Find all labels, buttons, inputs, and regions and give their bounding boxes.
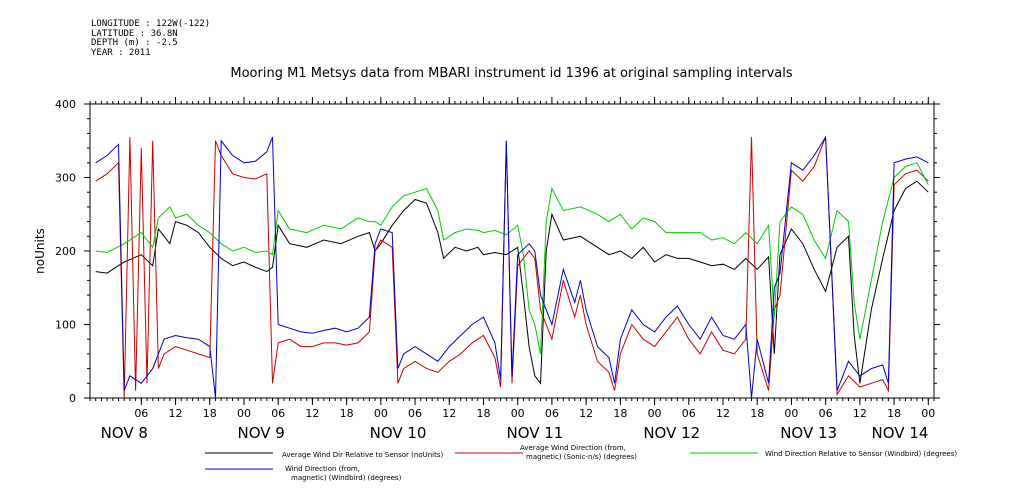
y-tick-label: 300 [55, 172, 76, 185]
x-tick-label: 12 [579, 407, 593, 420]
day-label: NOV 12 [643, 424, 700, 442]
x-tick-label: 06 [545, 407, 559, 420]
day-label: NOV 10 [370, 424, 427, 442]
y-tick-label: 100 [55, 319, 76, 332]
latitude-label: LATITUDE : 36.8N [91, 28, 178, 39]
y-tick-label: 400 [55, 98, 76, 111]
x-tick-label: 00 [511, 407, 525, 420]
x-tick-label: 12 [853, 407, 867, 420]
x-tick-label: 06 [819, 407, 833, 420]
longitude-label: LONGITUDE : 122W(-122) [91, 19, 211, 29]
y-tick-label: 0 [69, 392, 76, 405]
day-label: NOV 14 [872, 424, 929, 442]
chart-title: Mooring M1 Metsys data from MBARI instru… [230, 66, 793, 81]
x-tick-label: 12 [305, 407, 319, 420]
x-tick-label: 18 [887, 407, 901, 420]
y-tick-label: 200 [55, 245, 76, 258]
x-tick-label: 12 [169, 407, 183, 420]
x-tick-label: 00 [784, 407, 798, 420]
x-tick-label: 06 [682, 407, 696, 420]
day-label: NOV 11 [506, 424, 563, 442]
legend-label-2-line2: magnetic) (Sonic-n/s) (degrees) [526, 453, 637, 461]
x-tick-label: 06 [271, 407, 285, 420]
day-label: NOV 8 [101, 424, 148, 442]
legend-label-2: Average Wind Direction (from, [520, 444, 626, 452]
x-tick-label: 18 [750, 407, 764, 420]
series-line-1 [95, 180, 929, 385]
x-tick-label: 18 [476, 407, 490, 420]
x-tick-label: 12 [442, 407, 456, 420]
day-label: NOV 9 [238, 424, 285, 442]
series-line-4 [95, 135, 929, 398]
series-line-3 [95, 162, 929, 354]
x-tick-label: 00 [648, 407, 662, 420]
legend-label-4-line2: magnetic) (Windbird) (degrees) [291, 474, 402, 482]
legend-label-1: Average Wind Dir Relative to Sensor (noU… [282, 451, 443, 459]
depth-label: DEPTH (m) : -2.5 [91, 38, 178, 48]
x-tick-label: 18 [340, 407, 354, 420]
x-tick-label: 00 [237, 407, 251, 420]
x-tick-label: 06 [408, 407, 422, 420]
x-tick-label: 00 [921, 407, 935, 420]
y-axis-label: noUnits [33, 228, 47, 274]
year-label: YEAR : 2011 [91, 47, 151, 58]
day-label: NOV 13 [780, 424, 837, 442]
legend-label-3: Wind Direction Relative to Sensor (Windb… [765, 450, 957, 458]
x-tick-label: 06 [134, 407, 148, 420]
metadata-block: LONGITUDE : 122W(-122) LATITUDE : 36.8N … [91, 19, 211, 58]
legend-label-4: Wind Direction (from, [285, 465, 360, 473]
x-tick-label: 18 [613, 407, 627, 420]
x-tick-label: 00 [374, 407, 388, 420]
x-tick-label: 18 [203, 407, 217, 420]
x-tick-label: 12 [716, 407, 730, 420]
